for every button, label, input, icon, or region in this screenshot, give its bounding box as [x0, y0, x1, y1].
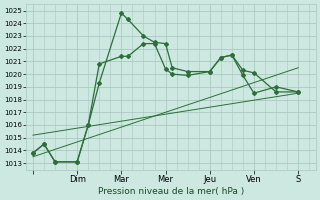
X-axis label: Pression niveau de la mer( hPa ): Pression niveau de la mer( hPa )	[98, 187, 244, 196]
